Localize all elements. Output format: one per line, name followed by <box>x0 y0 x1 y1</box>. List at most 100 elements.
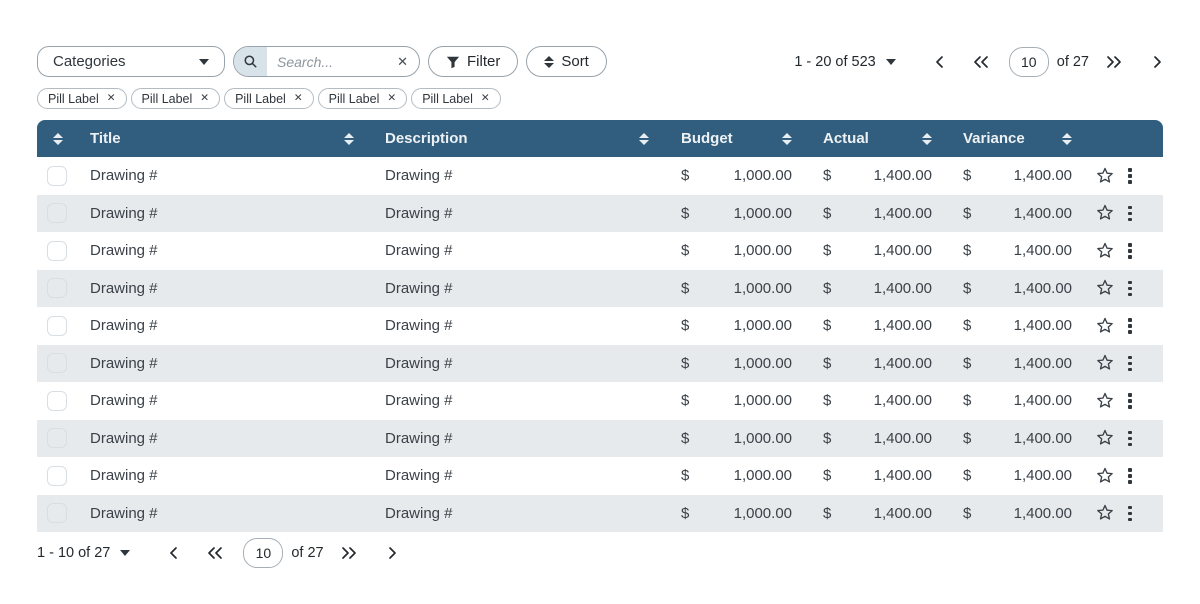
column-header-description-label: Description <box>385 130 468 147</box>
remove-chip-icon[interactable]: ✕ <box>106 92 116 105</box>
table-row[interactable]: Drawing # Drawing # $ 1,000.00 $ 1,400.0… <box>37 457 1163 495</box>
table-row[interactable]: Drawing # Drawing # $ 1,000.00 $ 1,400.0… <box>37 194 1163 232</box>
select-column-header[interactable] <box>37 120 79 157</box>
star-icon[interactable] <box>1095 466 1115 486</box>
actual-amount: 1,400.00 <box>873 504 932 522</box>
kebab-menu-icon[interactable] <box>1128 505 1132 521</box>
filter-chip[interactable]: Pill Label ✕ <box>130 88 221 109</box>
actual-amount: 1,400.00 <box>873 467 932 485</box>
column-header-title[interactable]: Title <box>79 120 374 157</box>
star-icon[interactable] <box>1095 353 1115 373</box>
kebab-menu-icon[interactable] <box>1128 243 1132 259</box>
row-checkbox[interactable] <box>47 353 67 374</box>
kebab-menu-icon[interactable] <box>1128 468 1132 484</box>
kebab-menu-icon[interactable] <box>1128 355 1132 371</box>
double-chevron-right-icon[interactable] <box>341 546 357 560</box>
search-input[interactable] <box>267 53 396 70</box>
bottom-page-number-input[interactable] <box>243 538 284 568</box>
variance-cell: $ 1,400.00 <box>951 457 1091 495</box>
select-cell <box>37 420 79 458</box>
row-checkbox[interactable] <box>47 428 67 449</box>
kebab-menu-icon[interactable] <box>1128 430 1132 446</box>
row-checkbox[interactable] <box>47 165 67 186</box>
currency-symbol: $ <box>681 167 690 185</box>
description-cell: Drawing # <box>385 504 453 522</box>
double-chevron-right-icon[interactable] <box>1106 55 1122 69</box>
kebab-menu-icon[interactable] <box>1128 318 1132 334</box>
sort-button[interactable]: Sort <box>526 46 607 77</box>
row-checkbox[interactable] <box>47 278 67 299</box>
table-row[interactable]: Drawing # Drawing # $ 1,000.00 $ 1,400.0… <box>37 382 1163 420</box>
row-checkbox[interactable] <box>47 203 67 224</box>
kebab-menu-icon[interactable] <box>1128 205 1132 221</box>
row-checkbox[interactable] <box>47 315 67 336</box>
table-row[interactable]: Drawing # Drawing # $ 1,000.00 $ 1,400.0… <box>37 157 1163 195</box>
filter-chip[interactable]: Pill Label ✕ <box>317 88 408 109</box>
categories-select[interactable]: Categories <box>37 46 225 77</box>
sort-icon[interactable] <box>639 132 649 145</box>
table-row[interactable]: Drawing # Drawing # $ 1,000.00 $ 1,400.0… <box>37 419 1163 458</box>
remove-chip-icon[interactable]: ✕ <box>387 92 397 105</box>
remove-chip-icon[interactable]: ✕ <box>200 92 210 105</box>
star-icon[interactable] <box>1095 316 1115 336</box>
actual-amount: 1,400.00 <box>873 429 932 447</box>
filter-chip[interactable]: Pill Label ✕ <box>37 88 127 109</box>
budget-amount: 1,000.00 <box>733 429 792 447</box>
currency-symbol: $ <box>823 242 832 260</box>
clear-search-icon[interactable]: ✕ <box>397 54 408 69</box>
filter-chip[interactable]: Pill Label ✕ <box>411 88 501 109</box>
kebab-menu-icon[interactable] <box>1128 393 1132 409</box>
double-chevron-left-icon[interactable] <box>973 55 989 69</box>
column-header-actual[interactable]: Actual <box>811 120 951 157</box>
sort-icon[interactable] <box>53 132 63 145</box>
actual-cell: $ 1,400.00 <box>811 382 951 420</box>
kebab-menu-icon[interactable] <box>1128 168 1132 184</box>
column-header-budget[interactable]: Budget <box>669 120 811 157</box>
sort-icon[interactable] <box>782 132 792 145</box>
sort-icon[interactable] <box>1062 132 1072 145</box>
filter-chip-label: Pill Label <box>48 91 99 106</box>
filter-chip[interactable]: Pill Label ✕ <box>224 88 314 109</box>
remove-chip-icon[interactable]: ✕ <box>480 92 490 105</box>
title-cell: Drawing # <box>90 354 158 372</box>
chevron-right-icon[interactable] <box>1152 55 1163 69</box>
bottom-range-select[interactable]: 1 - 10 of 27 <box>37 545 131 561</box>
table-row[interactable]: Drawing # Drawing # $ 1,000.00 $ 1,400.0… <box>37 269 1163 308</box>
remove-chip-icon[interactable]: ✕ <box>293 92 303 105</box>
sort-icon[interactable] <box>922 132 932 145</box>
star-icon[interactable] <box>1095 278 1115 298</box>
column-header-description[interactable]: Description <box>374 120 669 157</box>
table-row[interactable]: Drawing # Drawing # $ 1,000.00 $ 1,400.0… <box>37 344 1163 382</box>
star-icon[interactable] <box>1095 503 1115 523</box>
column-header-variance[interactable]: Variance <box>951 120 1091 157</box>
row-checkbox[interactable] <box>47 390 67 411</box>
row-checkbox[interactable] <box>47 465 67 486</box>
double-chevron-left-icon[interactable] <box>207 546 223 560</box>
search-box[interactable]: ✕ <box>233 46 420 77</box>
chevron-left-icon[interactable] <box>934 55 945 69</box>
row-checkbox[interactable] <box>47 503 67 524</box>
star-icon[interactable] <box>1095 391 1115 411</box>
currency-symbol: $ <box>681 354 690 372</box>
row-checkbox[interactable] <box>47 240 67 261</box>
star-icon[interactable] <box>1095 241 1115 261</box>
actual-cell: $ 1,400.00 <box>811 157 951 195</box>
currency-symbol: $ <box>681 429 690 447</box>
star-icon[interactable] <box>1095 428 1115 448</box>
filter-button-label: Filter <box>467 53 501 70</box>
chevron-right-icon[interactable] <box>387 546 398 560</box>
select-cell <box>37 270 79 308</box>
table-row[interactable]: Drawing # Drawing # $ 1,000.00 $ 1,400.0… <box>37 494 1163 532</box>
top-range-select[interactable]: 1 - 20 of 523 <box>794 54 896 70</box>
filter-button[interactable]: Filter <box>428 46 519 77</box>
top-page-number-input[interactable] <box>1008 46 1049 77</box>
table-row[interactable]: Drawing # Drawing # $ 1,000.00 $ 1,400.0… <box>37 307 1163 345</box>
kebab-menu-icon[interactable] <box>1128 280 1132 296</box>
table-row[interactable]: Drawing # Drawing # $ 1,000.00 $ 1,400.0… <box>37 232 1163 270</box>
star-icon[interactable] <box>1095 166 1115 186</box>
star-icon[interactable] <box>1095 203 1115 223</box>
currency-symbol: $ <box>823 204 832 222</box>
sort-icon[interactable] <box>344 132 354 145</box>
sort-icon <box>544 55 555 68</box>
chevron-left-icon[interactable] <box>168 546 179 560</box>
